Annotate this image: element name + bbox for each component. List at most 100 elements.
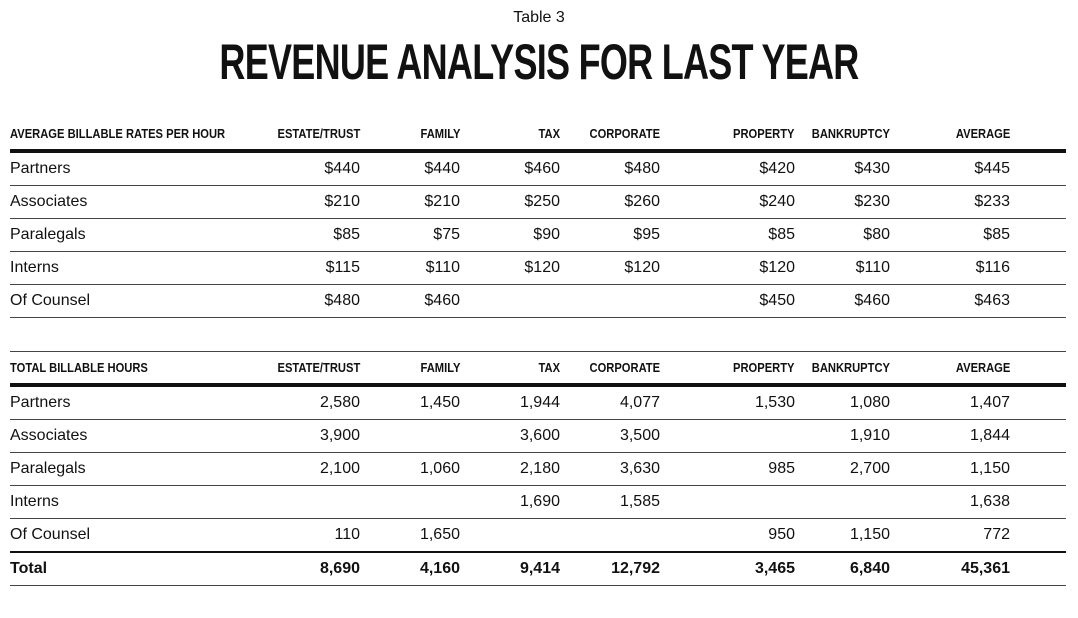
total-cell: 8,690 — [250, 551, 360, 586]
table-row: Associates $210 $210 $250 $260 $240 $230… — [10, 185, 1066, 219]
table-cell: $480 — [560, 151, 660, 186]
table-cell: $85 — [890, 218, 1010, 252]
table-cell: 1,650 — [360, 518, 460, 553]
table-cell: 3,600 — [460, 419, 560, 453]
table-cell — [460, 518, 560, 553]
table-cell: $250 — [460, 185, 560, 219]
row-label: Interns — [10, 485, 250, 519]
row-spacer — [1010, 284, 1066, 318]
total-row: Total 8,690 4,160 9,414 12,792 3,465 6,8… — [10, 551, 1066, 586]
table-cell: 1,910 — [795, 419, 890, 453]
table-cell: 2,180 — [460, 452, 560, 486]
table-cell: $440 — [360, 151, 460, 186]
table-cell: $460 — [460, 151, 560, 186]
column-header-family: FAMILY — [360, 118, 460, 153]
table-cell: $110 — [795, 251, 890, 285]
row-label: Of Counsel — [10, 284, 250, 318]
table-cell: 1,844 — [890, 419, 1010, 453]
column-header-corporate: CORPORATE — [560, 351, 660, 387]
table-cell: $460 — [360, 284, 460, 318]
column-header-corporate: CORPORATE — [560, 118, 660, 153]
table-row: Interns 1,690 1,585 1,638 — [10, 485, 1066, 519]
row-label: Paralegals — [10, 218, 250, 252]
table-cell: $240 — [660, 185, 795, 219]
table-cell — [360, 419, 460, 453]
table-cell: $120 — [660, 251, 795, 285]
table-cell: $463 — [890, 284, 1010, 318]
table-cell: $230 — [795, 185, 890, 219]
rates-table: AVERAGE BILLABLE RATES PER HOUR ESTATE/T… — [10, 118, 1066, 318]
table-cell: 3,500 — [560, 419, 660, 453]
table-cell — [660, 485, 795, 519]
header-spacer — [1010, 351, 1066, 387]
column-header-tax: TAX — [460, 118, 560, 153]
column-header-family: FAMILY — [360, 351, 460, 387]
hours-header-row: TOTAL BILLABLE HOURS ESTATE/TRUST FAMILY… — [10, 351, 1066, 387]
row-spacer — [1010, 251, 1066, 285]
table-cell: $440 — [250, 151, 360, 186]
column-header-estate-trust: ESTATE/TRUST — [250, 118, 360, 153]
table-cell — [660, 419, 795, 453]
table-cell: 1,407 — [890, 385, 1010, 420]
table-cell: 772 — [890, 518, 1010, 553]
table-cell: 1,150 — [890, 452, 1010, 486]
rates-header-label: AVERAGE BILLABLE RATES PER HOUR — [10, 118, 250, 153]
table-cell: 2,580 — [250, 385, 360, 420]
table-cell: $120 — [460, 251, 560, 285]
table-cell — [795, 485, 890, 519]
row-label: Interns — [10, 251, 250, 285]
table-cell: $80 — [795, 218, 890, 252]
table-cell: 1,585 — [560, 485, 660, 519]
total-label: Total — [10, 551, 250, 586]
table-row: Interns $115 $110 $120 $120 $120 $110 $1… — [10, 251, 1066, 285]
page-title: REVENUE ANALYSIS FOR LAST YEAR — [219, 34, 859, 90]
table-cell: 950 — [660, 518, 795, 553]
column-header-tax: TAX — [460, 351, 560, 387]
table-row: Associates 3,900 3,600 3,500 1,910 1,844 — [10, 419, 1066, 453]
table-cell: $116 — [890, 251, 1010, 285]
total-cell: 9,414 — [460, 551, 560, 586]
table-cell: $210 — [360, 185, 460, 219]
row-spacer — [1010, 485, 1066, 519]
column-header-average: AVERAGE — [890, 351, 1010, 387]
hours-header-label: TOTAL BILLABLE HOURS — [10, 351, 250, 387]
table-row: Partners $440 $440 $460 $480 $420 $430 $… — [10, 151, 1066, 186]
column-header-average: AVERAGE — [890, 118, 1010, 153]
row-spacer — [1010, 385, 1066, 420]
table-cell: $120 — [560, 251, 660, 285]
total-cell: 12,792 — [560, 551, 660, 586]
table-cell — [360, 485, 460, 519]
total-cell: 45,361 — [890, 551, 1010, 586]
row-label: Paralegals — [10, 452, 250, 486]
row-spacer — [1010, 551, 1066, 586]
table-cell: $233 — [890, 185, 1010, 219]
table-cell: $260 — [560, 185, 660, 219]
column-header-property: PROPERTY — [660, 118, 795, 153]
table-cell: 1,690 — [460, 485, 560, 519]
total-cell: 4,160 — [360, 551, 460, 586]
table-cell: 1,530 — [660, 385, 795, 420]
table-cell: $90 — [460, 218, 560, 252]
table-cell: 1,450 — [360, 385, 460, 420]
table-row: Paralegals $85 $75 $90 $95 $85 $80 $85 — [10, 218, 1066, 252]
column-header-bankruptcy: BANKRUPTCY — [795, 351, 890, 387]
table-cell: 1,060 — [360, 452, 460, 486]
table-cell: 1,080 — [795, 385, 890, 420]
row-spacer — [1010, 452, 1066, 486]
table-cell: 1,944 — [460, 385, 560, 420]
table-cell: $445 — [890, 151, 1010, 186]
table-cell: 4,077 — [560, 385, 660, 420]
table-cell: 3,630 — [560, 452, 660, 486]
table-cell: $210 — [250, 185, 360, 219]
row-label: Of Counsel — [10, 518, 250, 553]
table-cell: $75 — [360, 218, 460, 252]
hours-table: TOTAL BILLABLE HOURS ESTATE/TRUST FAMILY… — [10, 351, 1066, 586]
table-cell: $115 — [250, 251, 360, 285]
row-spacer — [1010, 518, 1066, 553]
column-header-estate-trust: ESTATE/TRUST — [250, 351, 360, 387]
table-cell: 1,638 — [890, 485, 1010, 519]
table-row: Of Counsel $480 $460 $450 $460 $463 — [10, 284, 1066, 318]
table-cell: $110 — [360, 251, 460, 285]
column-header-property: PROPERTY — [660, 351, 795, 387]
table-cell: $420 — [660, 151, 795, 186]
